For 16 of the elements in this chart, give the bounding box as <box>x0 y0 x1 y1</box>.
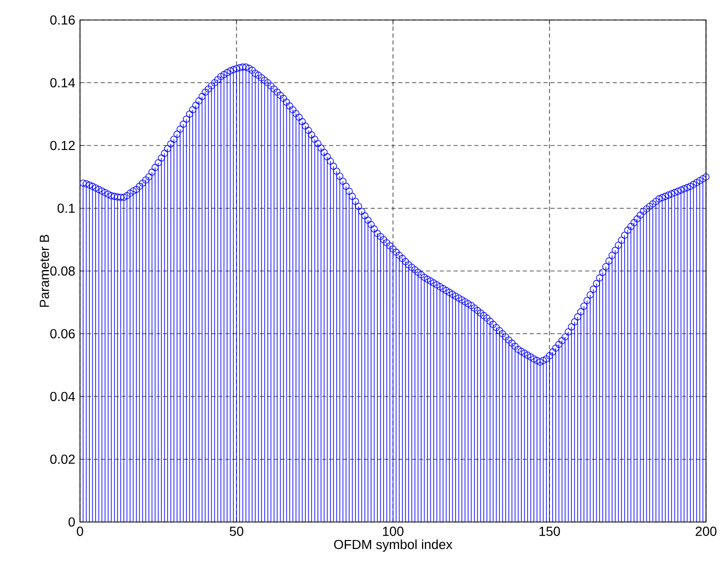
x-tick-label: 200 <box>696 526 716 536</box>
y-tick-label: 0.12 <box>50 140 75 150</box>
y-tick-label: 0.14 <box>50 78 75 88</box>
y-tick-label: 0.04 <box>50 392 75 402</box>
x-tick-label: 150 <box>540 526 560 536</box>
y-tick-label: 0.06 <box>50 329 75 338</box>
y-axis-title: Parameter B <box>40 234 50 307</box>
y-tick-label: 0.02 <box>50 454 75 464</box>
x-tick-label: 100 <box>383 526 404 536</box>
y-tick-label: 0 <box>68 517 75 527</box>
y-tick-label: 0.16 <box>50 15 75 25</box>
x-tick-label: 0 <box>76 526 84 536</box>
y-tick-label: 0.08 <box>50 266 75 276</box>
y-tick-label: 0.1 <box>58 204 75 213</box>
x-tick-label: 50 <box>230 526 244 536</box>
x-axis-title: OFDM symbol index <box>334 539 452 552</box>
